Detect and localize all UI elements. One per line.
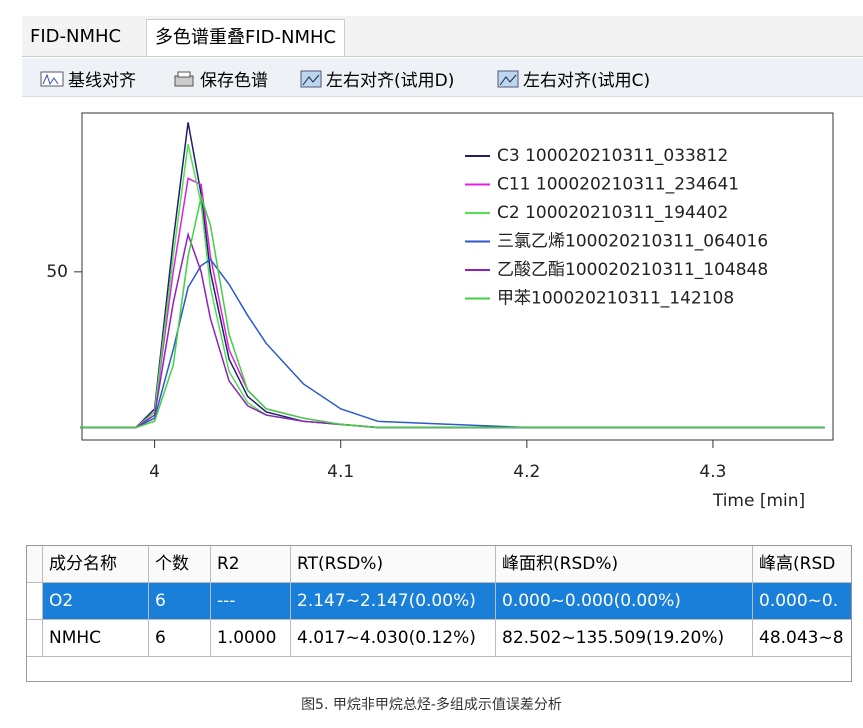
table-cell[interactable]: NMHC: [43, 620, 149, 657]
icon: [300, 70, 322, 87]
caption: 图5. 甲烷非甲烷总烃-多组成示值误差分析: [301, 697, 562, 713]
header-cell: R2: [211, 546, 291, 583]
plot-frame: [81, 112, 834, 441]
tool-button[interactable]: 左右对齐(试用C): [497, 66, 650, 91]
legend-label: C11 100020210311_234641: [497, 175, 739, 195]
y-tick-label: 50: [46, 262, 68, 282]
x-tick-label: 4.3: [699, 462, 726, 482]
table-cell[interactable]: 6: [149, 620, 211, 657]
table-cell[interactable]: 0.000~0.: [753, 583, 851, 620]
icon: [40, 71, 64, 86]
table-cell[interactable]: 0.000~0.000(0.00%): [496, 583, 753, 620]
header-cell: 成分名称: [43, 546, 149, 583]
toolbar: 基线对齐 保存色谱 左右对齐(试用D) 左右对齐(试用C): [22, 58, 863, 97]
table-cell[interactable]: 6: [149, 583, 211, 620]
header-cell: 个数: [149, 546, 211, 583]
result-table: 成分名称 个数 R2 RT(RSD%) 峰面积(RSD%) 峰高(RSD O2 6 --- 2.1…: [26, 545, 852, 682]
tool-button[interactable]: 基线对齐: [40, 66, 136, 91]
icon: [174, 71, 194, 86]
tool-label: 保存色谱: [200, 71, 268, 91]
legend-label: 乙酸乙酯100020210311_104848: [497, 260, 768, 280]
chart: Time [min] 4 4.1 4.2 4.3 50 C3 100020210311_0…: [46, 112, 834, 511]
table-cell[interactable]: O2: [43, 583, 149, 620]
x-axis-label: Time [min]: [712, 491, 805, 511]
header-cell: RT(RSD%): [291, 546, 496, 583]
header-cell: [27, 546, 43, 583]
tool-label: 左右对齐(试用C): [523, 71, 651, 91]
table-cell[interactable]: ---: [211, 583, 291, 620]
table-cell[interactable]: 2.147~2.147(0.00%): [291, 583, 496, 620]
header-cell: 峰高(RSD: [753, 546, 851, 583]
table-cell[interactable]: 4.017~4.030(0.12%): [291, 620, 496, 657]
tab[interactable]: FID-NMHC: [30, 26, 122, 47]
table-cell[interactable]: 82.502~135.509(19.20%): [496, 620, 753, 657]
header-cell: 峰面积(RSD%): [496, 546, 753, 583]
tool-button[interactable]: 保存色谱: [172, 66, 268, 91]
x-tick-label: 4.2: [513, 462, 540, 482]
tab-active[interactable]: 多色谱重叠FID-NMHC: [146, 19, 346, 56]
table-cell[interactable]: [27, 620, 43, 657]
table-cell[interactable]: [27, 583, 43, 620]
x-tick-label: 4: [149, 462, 160, 482]
tool-label: 基线对齐: [68, 71, 136, 91]
x-tick-label: 4.1: [327, 462, 354, 482]
tool-label: 左右对齐(试用D): [326, 71, 455, 91]
legend-label: C3 100020210311_033812: [497, 146, 728, 166]
tab-bar: FID-NMHC 多色谱重叠FID-NMHC: [22, 16, 863, 57]
icon: [497, 70, 519, 87]
legend-label: 三氯乙烯100020210311_064016: [497, 232, 768, 252]
legend-label: C2 100020210311_194402: [497, 203, 728, 223]
tool-button[interactable]: 左右对齐(试用D): [300, 66, 454, 91]
series-line: [80, 258, 825, 429]
table-cell[interactable]: 1.0000: [211, 620, 291, 657]
table-cell[interactable]: 48.043~8: [753, 620, 851, 657]
legend-label: 甲苯100020210311_142108: [497, 289, 734, 309]
series-line: [80, 194, 825, 429]
